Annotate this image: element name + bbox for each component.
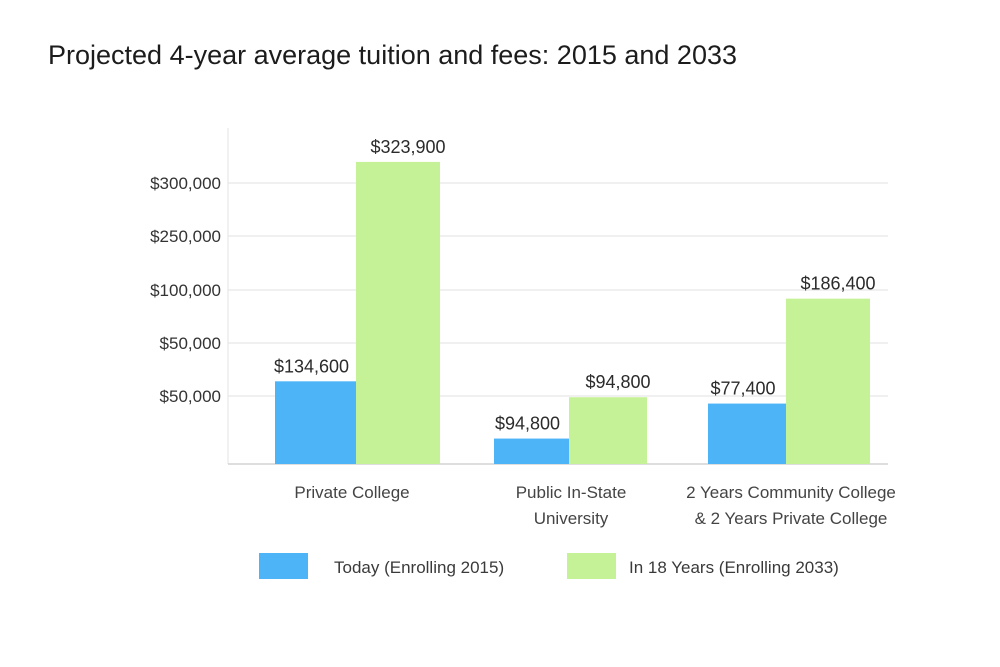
data-label: $94,800 — [495, 414, 560, 434]
category-label: & 2 Years Private College — [695, 509, 888, 528]
y-axis-tick-labels: $300,000 $250,000 $100,000 $50,000 $50,000 — [150, 174, 221, 406]
category-labels: Private College Public In-State University… — [294, 483, 896, 528]
category-label: 2 Years Community College — [686, 483, 896, 502]
legend-swatch — [567, 553, 616, 579]
category-label: Private College — [294, 483, 409, 502]
data-label: $94,800 — [585, 372, 650, 392]
y-tick-label: $50,000 — [160, 334, 221, 353]
bar — [356, 161, 440, 464]
legend-label: Today (Enrolling 2015) — [334, 558, 504, 577]
category-label: University — [534, 509, 609, 528]
y-tick-label: $250,000 — [150, 227, 221, 246]
data-label: $186,400 — [800, 274, 875, 294]
data-label: $77,400 — [710, 379, 775, 399]
y-tick-label: $300,000 — [150, 174, 221, 193]
gridlines — [228, 182, 888, 397]
category-label: Public In-State — [516, 483, 627, 502]
y-tick-label: $50,000 — [160, 387, 221, 406]
legend: Today (Enrolling 2015) In 18 Years (Enrol… — [259, 553, 839, 579]
bar — [708, 403, 786, 464]
data-label: $323,900 — [370, 137, 445, 157]
data-labels: $134,600 $323,900 $94,800 $94,800 $77,400 $18… — [274, 137, 876, 434]
bar — [786, 298, 870, 464]
bar — [275, 381, 356, 464]
bar — [494, 438, 569, 464]
bars — [275, 161, 870, 464]
data-label: $134,600 — [274, 356, 349, 376]
chart-title: Projected 4-year average tuition and fee… — [48, 40, 737, 70]
y-tick-label: $100,000 — [150, 281, 221, 300]
bar — [569, 397, 647, 464]
legend-swatch — [259, 553, 308, 579]
legend-label: In 18 Years (Enrolling 2033) — [629, 558, 839, 577]
